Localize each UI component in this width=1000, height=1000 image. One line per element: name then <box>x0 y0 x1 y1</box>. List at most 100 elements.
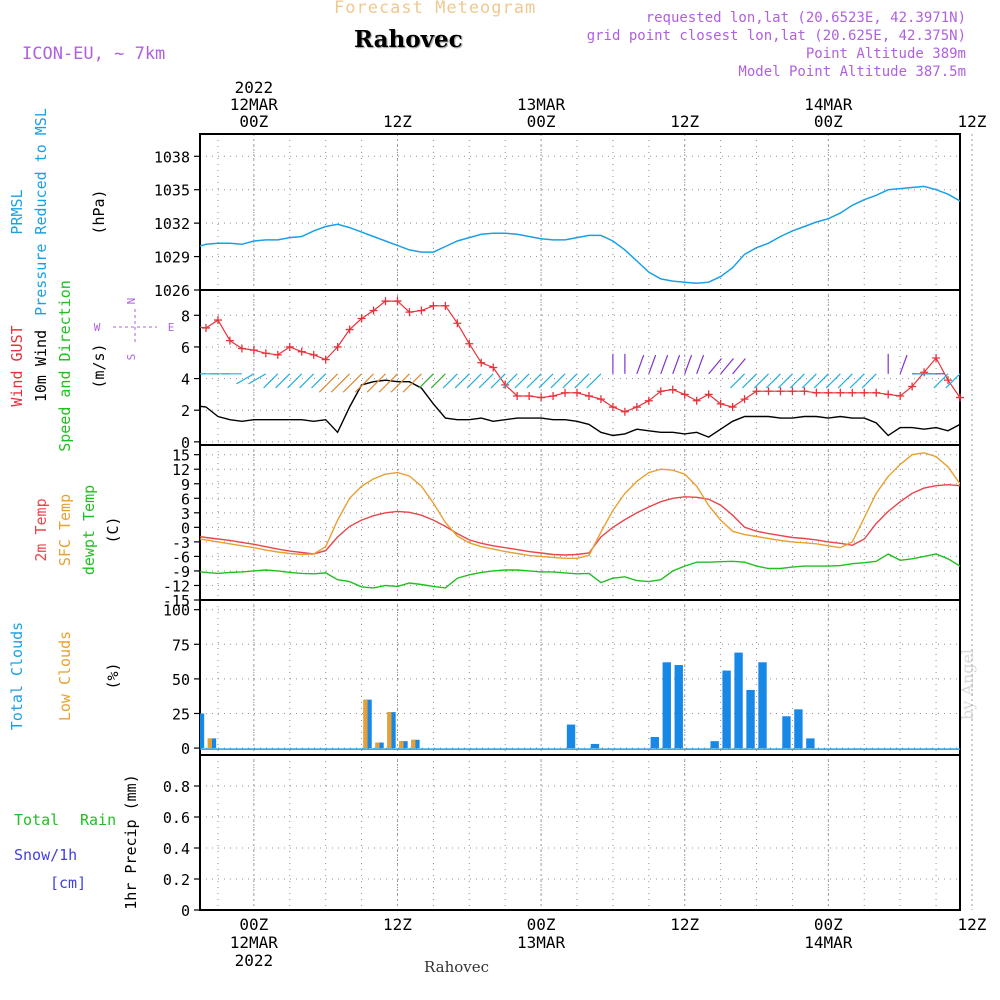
wind-gust-marker <box>417 306 426 315</box>
wind-barb <box>684 354 693 375</box>
wind-barb <box>263 373 279 389</box>
wind-gust-marker <box>800 387 809 396</box>
total-cloud-bar <box>722 670 731 749</box>
bottom-time-label: 12Z <box>958 915 987 934</box>
y-tick-label: 0.8 <box>163 778 190 796</box>
wind-barb <box>574 373 590 389</box>
wind-gust-marker <box>944 376 953 385</box>
total-cloud-bar <box>200 713 205 749</box>
y-tick-label: 6 <box>181 490 190 508</box>
wind-barb <box>418 373 434 389</box>
wind-barb <box>636 354 645 375</box>
wind-gust-marker <box>728 403 737 412</box>
bottom-time-label: 12MAR <box>230 933 279 952</box>
wind-barb <box>777 373 793 389</box>
y-tick-label: -15 <box>163 592 190 610</box>
wind-gust-marker <box>201 323 210 332</box>
wind-gust-marker <box>836 388 845 397</box>
low-cloud-bar <box>363 699 368 749</box>
y-tick-label: 100 <box>163 602 190 620</box>
wind-gust-marker <box>632 403 641 412</box>
y-tick-label: 0 <box>181 902 190 920</box>
y-tick-label: 12 <box>172 461 190 479</box>
bottom-time-label: 13MAR <box>517 933 566 952</box>
y-tick-label: -12 <box>163 577 190 595</box>
top-time-label: 00Z <box>239 112 268 131</box>
wind-barb <box>514 373 530 389</box>
total-cloud-bar <box>566 724 576 749</box>
total-cloud-bar <box>662 662 671 749</box>
total-cloud-bar <box>650 737 659 749</box>
low-cloud-bar <box>399 741 404 749</box>
wind-barb <box>899 354 908 375</box>
top-time-label: 00Z <box>527 112 556 131</box>
wind-gust-marker <box>357 314 366 323</box>
y-tick-label: 0 <box>181 519 190 537</box>
wind-gust-marker <box>668 385 677 394</box>
wind-barb <box>366 373 386 393</box>
wind-gust-marker <box>716 399 725 408</box>
y-tick-label: 0 <box>181 434 190 452</box>
y-tick-label: 2 <box>181 402 190 420</box>
wind-barb <box>526 373 542 389</box>
wind-gust-marker <box>596 395 605 404</box>
wind-barb <box>708 358 722 375</box>
total-cloud-bar <box>710 741 719 749</box>
total-cloud-bar <box>734 652 743 749</box>
bottom-time-label: 2022 <box>235 951 274 970</box>
wind-gust-marker <box>369 306 378 315</box>
footer-location: Rahovec <box>424 958 490 976</box>
top-time-label: 12Z <box>958 112 987 131</box>
wind-gust-marker <box>345 325 354 334</box>
panel-frame <box>199 133 961 291</box>
precip-rain-label: Rain <box>80 811 116 829</box>
wind-gust-marker <box>405 308 414 317</box>
wind-barb <box>402 373 422 393</box>
bottom-time-label: 00Z <box>527 915 556 934</box>
top-time-label: 00Z <box>814 112 843 131</box>
wind-gust-marker <box>321 355 330 364</box>
top-time-label: 13MAR <box>517 95 566 114</box>
y-tick-label: -3 <box>172 534 190 552</box>
total-cloud-bar <box>590 743 600 749</box>
wind-gust-marker <box>537 393 546 402</box>
wind-barb <box>248 373 267 385</box>
wind-gust-marker <box>489 363 498 372</box>
total-cloud-bar <box>806 738 815 749</box>
y-tick-label: 0.6 <box>163 809 190 827</box>
y-tick-label: 0.2 <box>163 871 190 889</box>
top-time-label: 12MAR <box>230 95 279 114</box>
wind-10m-label: 10m Wind <box>32 330 50 402</box>
wind-barb <box>550 373 566 389</box>
bottom-time-label: 00Z <box>814 915 843 934</box>
pressure-line <box>200 185 960 285</box>
model-label: ICON-EU, ~ 7km <box>22 44 166 64</box>
wind-gust-marker <box>525 391 534 400</box>
wind-gust-marker <box>273 350 282 359</box>
bottom-time-label: 00Z <box>239 915 268 934</box>
wind-gust-marker <box>309 350 318 359</box>
low-cloud-bar <box>387 712 392 749</box>
wind-gust-line <box>200 300 960 413</box>
top-time-label: 2022 <box>235 78 274 97</box>
dewpoint-label: dewpt Temp <box>80 485 98 575</box>
total-cloud-bar <box>674 665 683 749</box>
precip-snow-unit-label: [cm] <box>50 874 86 892</box>
total-cloud-bar <box>758 662 767 749</box>
wind-barb <box>442 373 458 389</box>
wind-gust-marker <box>656 387 665 396</box>
total-cloud-bar <box>387 712 396 749</box>
wind-gust-marker <box>608 403 617 412</box>
temp-sfc-label: SFC Temp <box>56 494 74 566</box>
wind-barb <box>354 373 374 393</box>
wind-gust-marker <box>561 388 570 397</box>
wind-gust-marker <box>584 391 593 400</box>
dewpoint-line <box>200 553 960 589</box>
wind-barb <box>732 358 746 375</box>
compass-west-label: W <box>94 321 101 334</box>
compass-east-label: E <box>168 321 175 334</box>
wind-gust-marker <box>261 349 270 358</box>
wind-gust-marker <box>812 388 821 397</box>
wind-barb <box>753 373 769 389</box>
bottom-time-label: 12Z <box>670 915 699 934</box>
